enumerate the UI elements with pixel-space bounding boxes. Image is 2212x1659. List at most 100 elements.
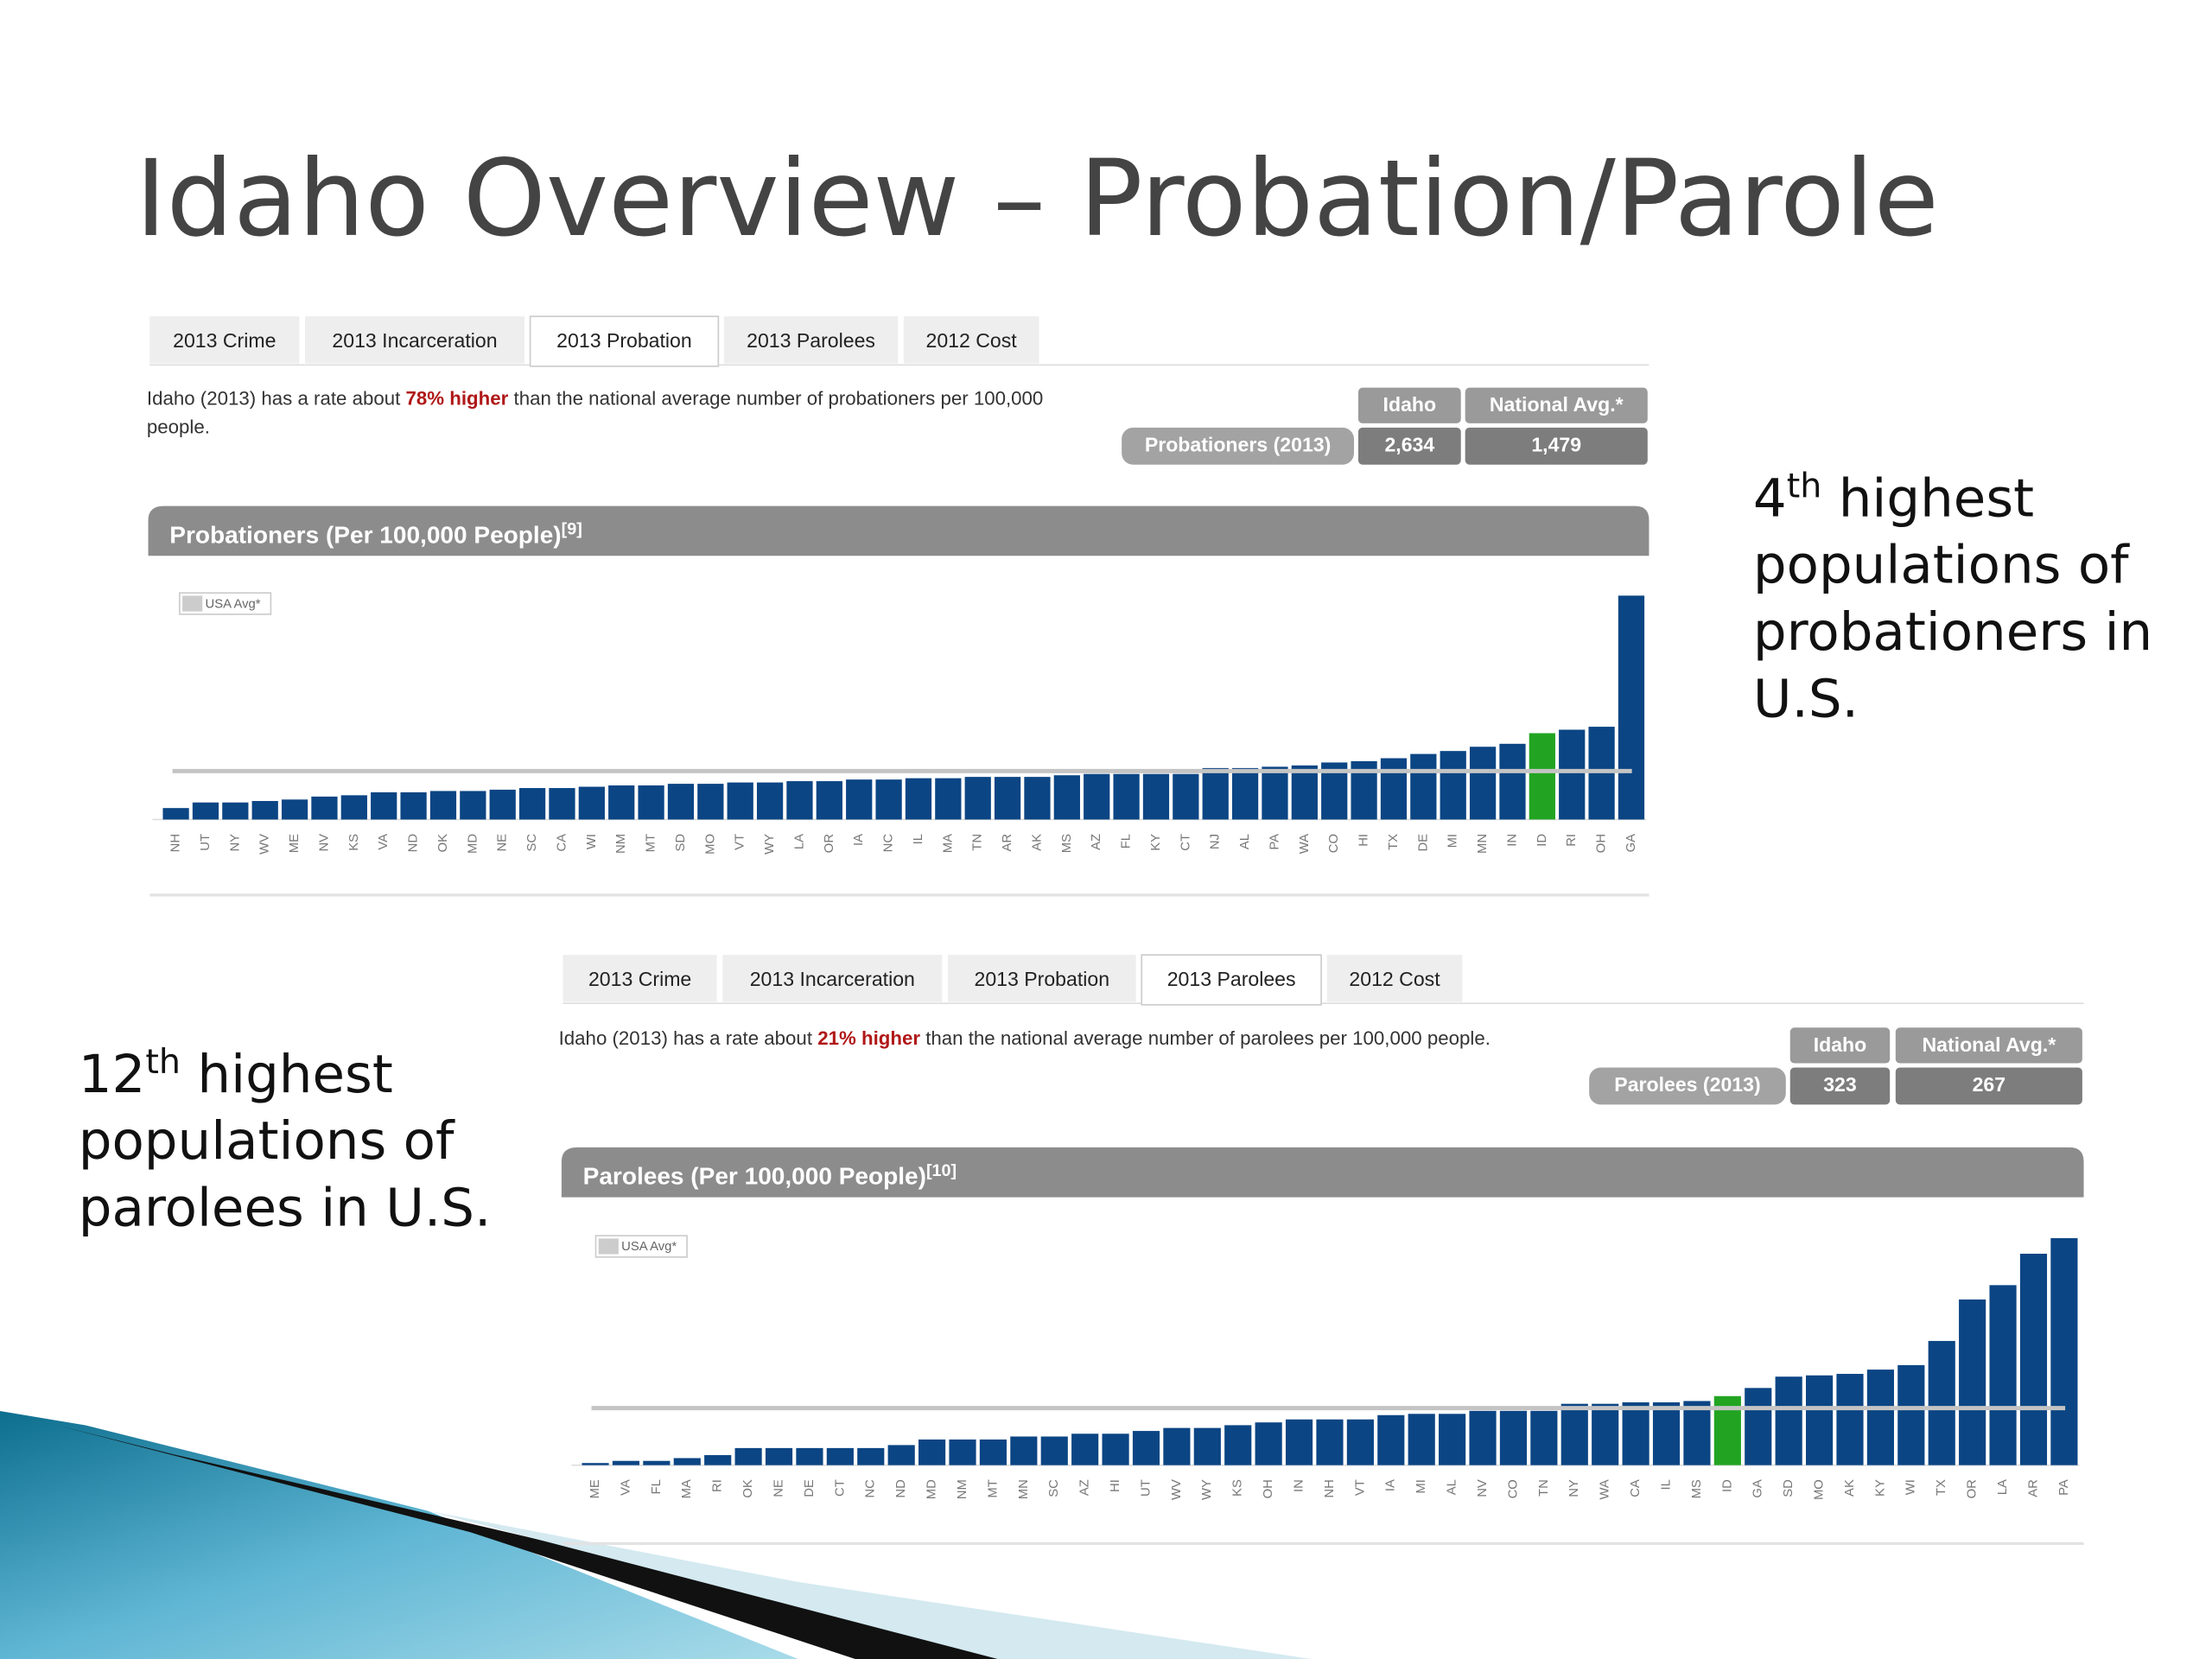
table-cell: [1357, 427, 1461, 465]
note-text: 12th highest populations of parolees in …: [79, 1029, 492, 1242]
summary-part: Idaho (2013) has a rate about: [146, 387, 406, 410]
bar: [371, 791, 397, 820]
x-tick-label: CT: [1179, 834, 1192, 851]
x-tick-label: LA: [1996, 1479, 2010, 1495]
bar: [887, 1445, 915, 1465]
tab[interactable]: [529, 315, 720, 367]
table-row-label: Parolees (2013): [1614, 1073, 1760, 1096]
bar: [1530, 1410, 1558, 1465]
x-tick-label: SC: [525, 834, 539, 852]
x-tick-label: GA: [1751, 1479, 1765, 1498]
tab[interactable]: [723, 316, 899, 364]
bar: [918, 1439, 946, 1465]
bar: [1193, 1427, 1221, 1465]
bar: [582, 1463, 609, 1465]
tab-label: 2013 Parolees: [1167, 968, 1296, 990]
x-tick-label: WY: [1200, 1479, 1214, 1500]
panels: 2013 Crime 2013 Incarceration 2013 Probati…: [146, 315, 2084, 1546]
tab[interactable]: [1326, 955, 1463, 1002]
x-tick-label: NY: [228, 834, 242, 852]
table-header-cell: [1465, 387, 1648, 423]
bar: [1024, 777, 1051, 820]
table-value: 2,634: [1384, 433, 1434, 455]
x-tick-label: MT: [986, 1479, 1000, 1497]
bar: [1285, 1419, 1313, 1465]
bar: [667, 784, 695, 820]
table-header-cell: [1789, 1027, 1891, 1064]
bar: [2019, 1253, 2048, 1465]
tab-label: 2012 Cost: [1349, 968, 1440, 990]
bar: [905, 778, 932, 820]
tab-label: 2013 Incarceration: [332, 329, 497, 352]
x-tick-label: RI: [1565, 834, 1579, 847]
chart-title-group: Parolees (Per 100,000 People)[10]: [583, 1161, 957, 1190]
tab-label: 2013 Probation: [556, 329, 692, 352]
bar: [1163, 1427, 1191, 1465]
table-header: Idaho: [1814, 1033, 1867, 1056]
bar: [1469, 1410, 1497, 1465]
x-tick-label: MO: [703, 834, 717, 855]
bar: [1202, 767, 1229, 820]
bar: [281, 799, 308, 820]
bar: [857, 1447, 885, 1465]
x-tick-label: NC: [864, 1479, 878, 1498]
bar: [612, 1460, 640, 1465]
tab-label: 2013 Crime: [173, 329, 276, 352]
table-row-label-cell: [1122, 427, 1355, 465]
bar: [697, 784, 724, 820]
x-tick-label: MI: [1414, 1479, 1428, 1493]
table-value: 267: [1973, 1073, 2006, 1096]
note-rank: 4: [1752, 467, 1787, 530]
table-header: Idaho: [1383, 393, 1437, 416]
bar: [1262, 766, 1288, 820]
x-tick-label: MN: [1017, 1479, 1031, 1499]
chart-header: [561, 1147, 2084, 1198]
x-tick-label: ME: [288, 834, 302, 853]
x-tick-label: AL: [1238, 834, 1252, 849]
bar: [765, 1447, 793, 1465]
x-tick-label: FL: [650, 1479, 664, 1494]
bar: [727, 782, 753, 820]
x-tick-label: KS: [1231, 1479, 1245, 1497]
bar: [1989, 1285, 2017, 1465]
bar: [673, 1458, 701, 1465]
x-tick-label: RI: [711, 1479, 725, 1492]
x-tick-label: NC: [882, 834, 896, 853]
chart-title-ref: [10]: [926, 1161, 957, 1180]
bar: [1102, 1433, 1129, 1465]
bar: [1084, 773, 1110, 820]
x-tick-label: AR: [2026, 1479, 2040, 1497]
x-tick-label: WA: [1298, 834, 1312, 854]
bar: [1173, 773, 1199, 820]
bar: [1408, 1414, 1435, 1465]
x-tick-label: TN: [1537, 1479, 1551, 1497]
x-tick-label: WI: [1904, 1479, 1918, 1495]
x-tick-label: ID: [1720, 1479, 1734, 1492]
tab[interactable]: [722, 955, 943, 1002]
tab[interactable]: [304, 316, 525, 364]
tab[interactable]: [903, 316, 1039, 364]
bar: [949, 1439, 976, 1465]
bar: [1040, 1436, 1068, 1465]
bar: [1928, 1340, 1955, 1465]
chart-header: [148, 505, 1649, 556]
legend-key: [182, 595, 203, 612]
tab[interactable]: [947, 955, 1136, 1002]
x-tick-label: HI: [1109, 1479, 1122, 1492]
x-tick-label: MO: [1813, 1479, 1827, 1500]
x-tick-label: ID: [1535, 834, 1549, 847]
bar: [964, 777, 991, 820]
bar: [1071, 1433, 1099, 1465]
x-tick-label: VT: [734, 834, 747, 850]
tab[interactable]: [563, 955, 717, 1002]
bar: [1652, 1402, 1681, 1465]
bar: [1439, 1414, 1466, 1465]
tab[interactable]: [149, 316, 300, 364]
bar: [429, 791, 457, 820]
x-tick-label: OR: [823, 834, 836, 854]
x-tick-label: MS: [1060, 834, 1074, 853]
x-tick-label: DE: [1416, 834, 1430, 852]
tab[interactable]: [1141, 954, 1322, 1006]
x-tick-label: FL: [1120, 834, 1134, 849]
